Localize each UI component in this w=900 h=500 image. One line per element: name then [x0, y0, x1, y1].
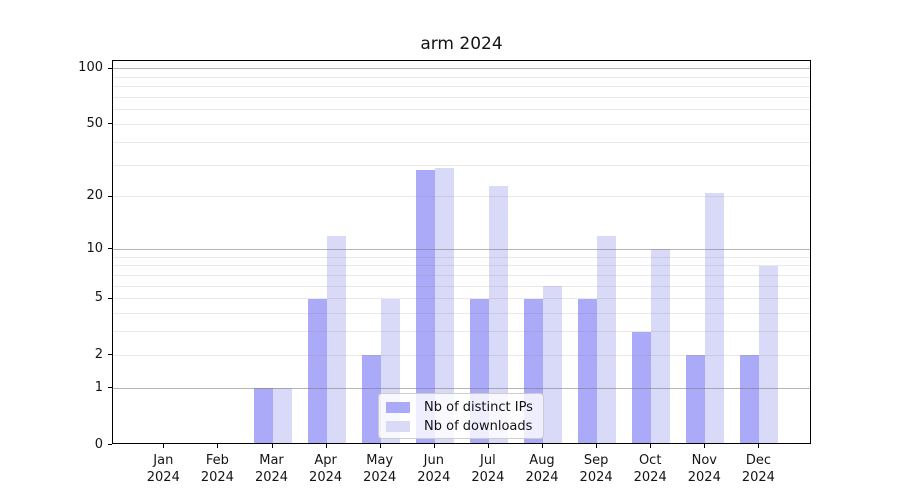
y-tick-label-100: 100 [78, 60, 103, 76]
bar-downloads-oct-2024 [651, 249, 671, 443]
y-tick-mark-2 [108, 354, 112, 356]
bar-downloads-sep-2024 [597, 235, 617, 443]
x-tick-mark-may-2024 [379, 444, 381, 448]
x-tick-mark-feb-2024 [217, 444, 219, 448]
y-tick-label-10: 10 [86, 240, 103, 256]
x-tick-mark-jan-2024 [163, 444, 165, 448]
gridline-minor-2 [113, 354, 810, 356]
y-tick-mark-50 [108, 123, 112, 125]
bar-downloads-dec-2024 [759, 265, 779, 443]
gridline-minor-9 [113, 256, 810, 258]
gridline-minor-40 [113, 141, 810, 143]
gridline-minor-80 [113, 86, 810, 88]
bar-distinct-ips-apr-2024 [307, 298, 327, 443]
x-tick-label-sep-2024: Sep 2024 [579, 453, 613, 485]
legend-label-downloads: Nb of downloads [424, 419, 533, 434]
gridline-minor-8 [113, 265, 810, 267]
bar-downloads-jul-2024 [488, 185, 508, 443]
y-tick-label-50: 50 [86, 115, 103, 131]
x-tick-mark-jul-2024 [487, 444, 489, 448]
bar-distinct-ips-dec-2024 [740, 355, 760, 443]
x-tick-label-nov-2024: Nov 2024 [687, 453, 721, 485]
y-tick-mark-20 [108, 195, 112, 197]
y-tick-mark-1 [108, 387, 112, 389]
gridline-minor-4 [113, 313, 810, 315]
x-tick-mark-dec-2024 [758, 444, 760, 448]
y-tick-mark-10 [108, 248, 112, 250]
bar-downloads-nov-2024 [705, 192, 725, 443]
gridline-major-1 [113, 387, 810, 389]
x-tick-label-mar-2024: Mar 2024 [254, 453, 289, 485]
bar-distinct-ips-nov-2024 [686, 355, 706, 443]
gridline-minor-7 [113, 274, 810, 276]
gridline-minor-90 [113, 76, 810, 78]
x-tick-mark-sep-2024 [596, 444, 598, 448]
gridline-minor-20 [113, 196, 810, 198]
plot-layer [113, 61, 810, 443]
x-tick-label-dec-2024: Dec 2024 [741, 453, 775, 485]
y-tick-label-2: 2 [94, 346, 103, 362]
gridline-minor-3 [113, 331, 810, 333]
bar-distinct-ips-mar-2024 [253, 388, 273, 443]
x-tick-label-may-2024: May 2024 [363, 453, 397, 485]
y-tick-mark-5 [108, 297, 112, 299]
x-tick-mark-mar-2024 [271, 444, 273, 448]
x-tick-label-apr-2024: Apr 2024 [309, 453, 343, 485]
x-tick-label-aug-2024: Aug 2024 [525, 453, 559, 485]
x-tick-label-jan-2024: Jan 2024 [146, 453, 180, 485]
bar-distinct-ips-jun-2024 [415, 170, 435, 443]
gridline-major-10 [113, 248, 810, 250]
bar-downloads-jun-2024 [434, 167, 454, 443]
gridline-minor-70 [113, 96, 810, 98]
bar-distinct-ips-may-2024 [361, 355, 381, 443]
legend-label-distinct-ips: Nb of distinct IPs [424, 400, 533, 415]
x-tick-label-oct-2024: Oct 2024 [633, 453, 667, 485]
x-tick-mark-oct-2024 [650, 444, 652, 448]
legend-swatch-distinct-ips [386, 402, 410, 413]
gridline-minor-50 [113, 123, 810, 125]
plot-area [112, 60, 811, 444]
legend: Nb of distinct IPs Nb of downloads [378, 393, 544, 439]
bar-downloads-mar-2024 [272, 388, 292, 443]
bar-downloads-apr-2024 [326, 235, 346, 443]
gridline-minor-5 [113, 298, 810, 300]
x-tick-label-jul-2024: Jul 2024 [471, 453, 505, 485]
y-tick-label-20: 20 [86, 188, 103, 204]
x-tick-mark-nov-2024 [704, 444, 706, 448]
x-tick-mark-aug-2024 [542, 444, 543, 448]
bar-distinct-ips-sep-2024 [578, 298, 598, 443]
x-tick-label-feb-2024: Feb 2024 [200, 453, 234, 485]
x-tick-mark-apr-2024 [325, 444, 327, 448]
y-tick-mark-100 [108, 67, 112, 69]
y-tick-label-0: 0 [94, 436, 103, 452]
bar-distinct-ips-oct-2024 [632, 331, 652, 443]
legend-entry-distinct-ips: Nb of distinct IPs [386, 398, 536, 417]
legend-entry-downloads: Nb of downloads [386, 417, 536, 436]
y-tick-label-5: 5 [94, 290, 103, 306]
x-tick-mark-jun-2024 [433, 444, 435, 448]
gridline-minor-30 [113, 164, 810, 166]
gridline-minor-60 [113, 109, 810, 111]
chart-title: arm 2024 [420, 34, 503, 54]
y-tick-mark-0 [108, 444, 112, 445]
y-tick-label-1: 1 [94, 379, 103, 395]
bar-downloads-aug-2024 [543, 286, 562, 443]
legend-swatch-downloads [386, 421, 410, 432]
x-tick-label-jun-2024: Jun 2024 [417, 453, 451, 485]
gridline-minor-6 [113, 285, 810, 287]
gridline-major-100 [113, 68, 810, 70]
